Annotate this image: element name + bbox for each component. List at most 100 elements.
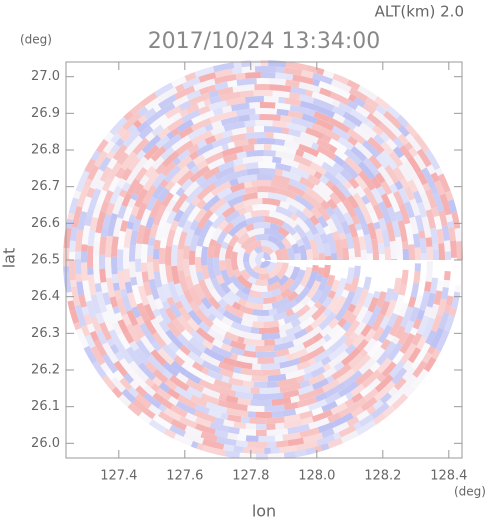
echo-cell (237, 188, 247, 197)
x-unit: (deg) (454, 485, 486, 499)
echo-cell (99, 236, 107, 255)
echo-cell (345, 232, 355, 249)
echo-cell (225, 395, 239, 404)
echo-cell (367, 305, 382, 327)
echo-cell (166, 321, 182, 338)
echo-cell (291, 301, 305, 314)
y-unit: (deg) (20, 33, 52, 47)
echo-cell (293, 328, 308, 340)
echo-cell (328, 117, 351, 134)
echo-cell (296, 396, 318, 408)
echo-cell (225, 244, 234, 259)
echo-cell (175, 400, 197, 416)
echo-cell (244, 162, 259, 170)
echo-cell (429, 303, 440, 320)
echo-cell (344, 148, 362, 166)
echo-cell (258, 161, 276, 169)
echo-cell (223, 419, 235, 428)
echo-cell (286, 122, 308, 133)
echo-cell (110, 213, 118, 221)
echo-cell (418, 230, 426, 239)
echo-cell (280, 157, 300, 169)
echo-cell (177, 212, 190, 229)
echo-cell (338, 424, 357, 438)
y-tick-label: 26.2 (31, 363, 60, 378)
echo-cell (345, 267, 355, 285)
echo-cell (298, 384, 315, 396)
echo-cell (210, 181, 232, 197)
echo-cell (283, 145, 297, 155)
echo-cell (207, 296, 221, 310)
echo-cell (379, 316, 391, 330)
echo-cell (81, 262, 89, 281)
echo-cell (296, 308, 306, 318)
echo-cell (112, 322, 123, 336)
echo-cell (246, 126, 255, 133)
x-tick-label: 128.2 (364, 469, 401, 484)
echo-cell (438, 311, 450, 330)
echo-cell (293, 286, 311, 305)
echo-cell (358, 414, 375, 427)
echo-cell (116, 298, 128, 316)
echo-cell (332, 421, 350, 434)
echo-cell (417, 201, 428, 218)
echo-cell (187, 143, 200, 155)
echo-cell (63, 272, 72, 293)
echo-cell (303, 360, 324, 375)
echo-cell (224, 258, 235, 278)
echo-cell (280, 247, 289, 260)
echo-cell (211, 344, 233, 359)
echo-cell (68, 197, 79, 214)
echo-cell (252, 321, 264, 329)
echo-cell (233, 163, 246, 173)
echo-cell (354, 223, 363, 231)
echo-cell (317, 205, 332, 222)
echo-cell (112, 217, 123, 237)
echo-cell (148, 404, 162, 416)
echo-cell (175, 187, 186, 197)
echo-cell (438, 243, 445, 260)
echo-cell (178, 100, 192, 111)
echo-cell (340, 238, 348, 249)
echo-cell (305, 447, 316, 456)
echo-cell (385, 388, 405, 407)
echo-cell (244, 344, 256, 352)
echo-cell (244, 120, 256, 128)
echo-cell (211, 213, 226, 230)
echo-cell (114, 351, 125, 362)
echo-cell (443, 271, 451, 281)
echo-cell (272, 311, 288, 321)
echo-cell (444, 314, 455, 332)
echo-cell (137, 114, 148, 125)
echo-cell (149, 199, 163, 219)
echo-cell (285, 233, 297, 246)
echo-cell (376, 185, 386, 196)
echo-cell (423, 306, 433, 318)
echo-cell (454, 285, 462, 293)
echo-cell (280, 115, 293, 123)
echo-cell (451, 211, 461, 229)
echo-cell (142, 227, 152, 245)
echo-cell (86, 323, 96, 333)
echo-cell (260, 291, 273, 298)
echo-cell (320, 356, 332, 366)
echo-cell (197, 209, 214, 230)
echo-cell (354, 141, 373, 160)
echo-cell (208, 305, 225, 322)
echo-cell (219, 91, 241, 102)
echo-cell (232, 268, 242, 278)
echo-cell (102, 342, 119, 364)
echo-cell (220, 110, 238, 120)
echo-cell (120, 288, 128, 297)
echo-cell (227, 432, 238, 441)
echo-cell (394, 180, 404, 191)
echo-cell (194, 208, 207, 223)
echo-cell (376, 350, 390, 366)
echo-cell (250, 327, 259, 334)
echo-cell (166, 229, 176, 247)
y-tick-label: 26.9 (31, 106, 60, 121)
echo-cell (269, 222, 281, 232)
echo-cell (334, 238, 343, 259)
echo-cell (152, 331, 167, 348)
echo-cell (405, 133, 422, 152)
